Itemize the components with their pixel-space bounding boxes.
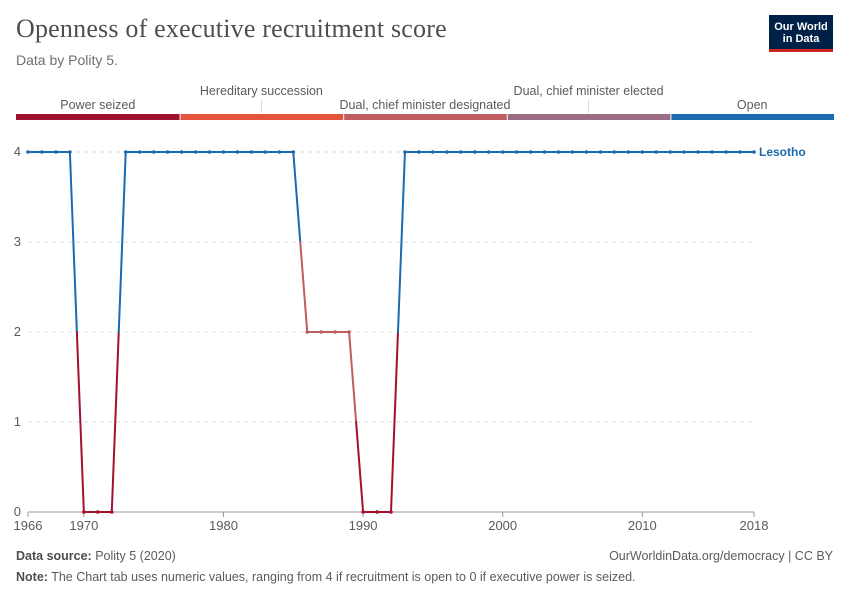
- y-tick-label-3: 3: [14, 234, 21, 249]
- data-point-1976: [165, 150, 170, 154]
- legend-swatch-3: [344, 114, 507, 120]
- data-point-2005: [570, 150, 575, 154]
- x-tick-label-1990: 1990: [349, 518, 378, 533]
- data-point-2015: [710, 150, 714, 154]
- data-point-1998: [472, 150, 477, 154]
- legend-label-5: Open: [737, 98, 768, 112]
- source-value[interactable]: Polity 5 (2020): [95, 549, 176, 563]
- series-segment-1972-b: [117, 151, 127, 333]
- y-tick-label-1: 1: [14, 414, 21, 429]
- x-tick-label-1980: 1980: [209, 518, 238, 533]
- y-tick-label-2: 2: [14, 324, 21, 339]
- series-segment-1989-b: [355, 421, 365, 513]
- y-tick-label-0: 0: [14, 504, 21, 519]
- series-segment-1969-a: [68, 151, 78, 333]
- legend-swatch-2: [180, 114, 344, 120]
- data-point-2010: [640, 150, 645, 154]
- x-tick-label-1970: 1970: [69, 518, 98, 533]
- data-point-2004: [556, 150, 561, 154]
- data-point-1983: [263, 150, 268, 154]
- data-point-1967: [40, 150, 44, 154]
- series-segment-1992-b: [396, 151, 406, 333]
- data-point-1997: [459, 150, 463, 154]
- data-point-1968: [54, 150, 58, 154]
- data-point-1970: [82, 510, 86, 514]
- data-point-1971: [96, 510, 100, 514]
- chart-subtitle: Data by Polity 5.: [16, 52, 118, 68]
- series-segment-1985-b: [299, 241, 309, 333]
- legend-label-4: Dual, chief minister elected: [514, 84, 664, 98]
- data-point-1999: [486, 150, 491, 154]
- legend-label-1: Power seized: [60, 98, 135, 112]
- series-segment-1989-a: [348, 331, 358, 423]
- y-tick-label-4: 4: [14, 144, 21, 159]
- legend-label-3: Dual, chief minister designated: [340, 98, 511, 112]
- series-segment-1972-a: [110, 331, 120, 513]
- chart-title: Openness of executive recruitment score: [16, 14, 447, 43]
- data-point-1973: [123, 150, 128, 154]
- logo-line-1: Our World: [774, 21, 828, 33]
- owid-logo[interactable]: Our World in Data: [769, 15, 833, 52]
- data-point-2014: [696, 150, 700, 154]
- data-point-2016: [724, 150, 728, 154]
- series-segment-1992-a: [390, 331, 399, 513]
- x-tick-label-1966: 1966: [14, 518, 43, 533]
- data-point-1974: [137, 150, 142, 154]
- data-point-1982: [249, 150, 254, 154]
- data-point-1978: [193, 150, 198, 154]
- x-tick-label-2010: 2010: [628, 518, 657, 533]
- data-point-2018: [752, 150, 756, 154]
- data-point-2017: [738, 150, 742, 154]
- series-segment-1969-b: [75, 331, 85, 513]
- data-point-2013: [682, 150, 686, 154]
- legend-swatch-4: [507, 114, 671, 120]
- data-point-1986: [305, 330, 310, 334]
- data-point-1980: [221, 150, 226, 154]
- logo-line-2: in Data: [782, 33, 820, 45]
- note-label: Note:: [16, 570, 48, 584]
- legend-label-2: Hereditary succession: [200, 84, 323, 98]
- series-label-lesotho: Lesotho: [759, 145, 806, 159]
- data-point-2000: [500, 150, 505, 154]
- data-point-1996: [445, 150, 449, 154]
- data-point-1987: [319, 330, 323, 334]
- data-point-1984: [277, 150, 282, 154]
- data-point-1990: [361, 510, 365, 514]
- data-point-1989: [347, 330, 351, 334]
- data-point-1979: [207, 150, 212, 154]
- data-point-1972: [109, 510, 114, 514]
- data-point-1988: [333, 330, 337, 334]
- data-point-1993: [403, 150, 407, 154]
- data-point-1981: [235, 150, 240, 154]
- data-point-2007: [598, 150, 603, 154]
- data-point-2003: [542, 150, 547, 154]
- url-license[interactable]: OurWorldinData.org/democracy | CC BY: [609, 549, 833, 563]
- data-point-1992: [389, 510, 393, 514]
- data-point-2012: [668, 150, 673, 154]
- data-point-1977: [179, 150, 184, 154]
- legend-swatch-5: [671, 114, 834, 120]
- data-point-1975: [151, 150, 156, 154]
- data-point-2006: [584, 150, 589, 154]
- source-line: Data source: Polity 5 (2020): [16, 549, 176, 563]
- data-point-1991: [375, 510, 379, 514]
- data-point-2009: [626, 150, 631, 154]
- legend-swatch-1: [16, 114, 180, 120]
- x-tick-label-2018: 2018: [740, 518, 769, 533]
- data-point-2002: [528, 150, 533, 154]
- source-label: Data source:: [16, 549, 92, 563]
- note-line: Note: The Chart tab uses numeric values,…: [16, 570, 636, 584]
- data-point-1995: [431, 150, 435, 154]
- data-point-1994: [417, 150, 421, 154]
- series-segment-1985-a: [292, 151, 302, 243]
- data-point-2001: [514, 150, 519, 154]
- x-tick-label-2000: 2000: [488, 518, 517, 533]
- data-point-1966: [26, 150, 30, 154]
- note-value: The Chart tab uses numeric values, rangi…: [51, 570, 636, 584]
- data-point-2008: [612, 150, 617, 154]
- data-point-1969: [68, 150, 72, 154]
- data-point-1985: [291, 150, 296, 154]
- data-point-2011: [654, 150, 659, 154]
